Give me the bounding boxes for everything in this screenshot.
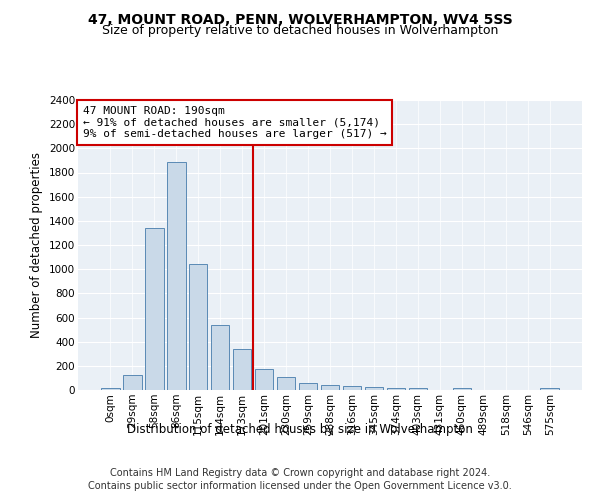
Bar	[386, 388, 405, 390]
Bar	[101, 388, 119, 390]
Bar	[365, 387, 383, 390]
Bar	[189, 264, 208, 390]
Bar	[452, 388, 471, 390]
Text: 47, MOUNT ROAD, PENN, WOLVERHAMPTON, WV4 5SS: 47, MOUNT ROAD, PENN, WOLVERHAMPTON, WV4…	[88, 12, 512, 26]
Bar	[211, 325, 229, 390]
Bar	[320, 385, 340, 390]
Bar	[233, 349, 251, 390]
Bar	[541, 388, 559, 390]
Text: Contains HM Land Registry data © Crown copyright and database right 2024.: Contains HM Land Registry data © Crown c…	[110, 468, 490, 477]
Bar	[299, 383, 317, 390]
Bar	[167, 162, 185, 390]
Text: Size of property relative to detached houses in Wolverhampton: Size of property relative to detached ho…	[102, 24, 498, 37]
Bar	[277, 376, 295, 390]
Bar	[123, 375, 142, 390]
Text: 47 MOUNT ROAD: 190sqm
← 91% of detached houses are smaller (5,174)
9% of semi-de: 47 MOUNT ROAD: 190sqm ← 91% of detached …	[83, 106, 387, 139]
Text: Contains public sector information licensed under the Open Government Licence v3: Contains public sector information licen…	[88, 481, 512, 491]
Bar	[343, 386, 361, 390]
Text: Distribution of detached houses by size in Wolverhampton: Distribution of detached houses by size …	[127, 422, 473, 436]
Bar	[145, 228, 164, 390]
Bar	[255, 370, 274, 390]
Bar	[409, 388, 427, 390]
Y-axis label: Number of detached properties: Number of detached properties	[31, 152, 43, 338]
